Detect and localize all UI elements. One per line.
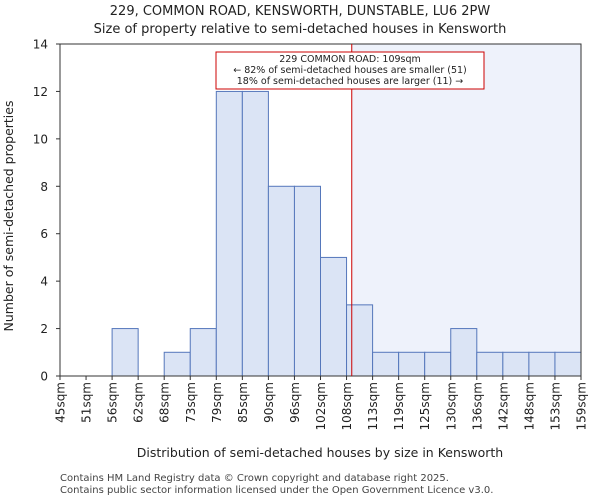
x-tick-label: 119sqm [392,382,406,430]
x-tick-label: 142sqm [496,382,510,430]
bar [189,328,217,377]
x-tick-label: 136sqm [470,382,484,430]
x-tick-label: 96sqm [288,382,302,423]
bar [320,256,348,377]
x-tick-label: 79sqm [210,382,224,423]
x-tick-label: 56sqm [106,382,120,423]
annotation-box: 229 COMMON ROAD: 109sqm ← 82% of semi-de… [215,51,485,90]
y-ticks-layer: 0 2 4 6 8 10 12 14 [33,38,60,384]
bar [215,90,243,377]
footer-line-1: Contains HM Land Registry data © Crown c… [60,473,449,484]
chart-title: 229, COMMON ROAD, KENSWORTH, DUNSTABLE, … [110,4,491,19]
annotation-border [215,51,485,90]
bar [346,304,374,377]
x-tick-label: 113sqm [366,382,380,430]
y-tick-label: 0 [40,370,48,384]
bar [528,351,556,377]
x-tick-label: 148sqm [522,382,536,430]
x-axis-label: Distribution of semi-detached houses by … [137,445,503,460]
bar [372,351,400,377]
y-tick-label: 14 [33,38,48,52]
y-tick-label: 8 [40,180,48,194]
bar [398,351,426,377]
bar [293,185,322,377]
x-tick-label: 108sqm [340,382,354,430]
bar [502,351,530,377]
bar [450,328,478,377]
bar [476,351,504,377]
bar [241,90,269,377]
x-tick-label: 45sqm [54,382,68,423]
bar [267,185,295,377]
y-axis-label: Number of semi-detached properties [1,101,16,332]
highlight-region-layer [351,44,581,376]
x-ticks-layer: 45sqm 51sqm 56sqm 62sqm 68sqm 73sqm 79sqm 85sqm… [54,376,589,430]
annotation-line-1: 229 COMMON ROAD: 109sqm [279,54,421,65]
x-tick-label: 68sqm [158,382,172,423]
chart-subtitle: Size of property relative to semi-detach… [94,22,507,37]
bar [554,351,582,377]
y-tick-label: 6 [40,227,48,241]
x-tick-label: 125sqm [418,382,432,430]
x-tick-label: 73sqm [184,382,198,423]
y-tick-label: 10 [33,132,48,146]
x-tick-label: 159sqm [575,382,589,430]
x-tick-label: 62sqm [132,382,146,423]
annotation-line-2: ← 82% of semi-detached houses are smalle… [233,65,467,76]
bar [163,351,191,377]
bar [424,351,452,377]
y-tick-label: 2 [40,322,48,336]
x-tick-label: 130sqm [444,382,458,430]
y-tick-label: 4 [40,275,48,289]
bars-layer [111,90,582,377]
larger-region-shade [351,44,581,376]
x-tick-label: 90sqm [262,382,276,423]
x-tick-label: 102sqm [314,382,328,430]
x-tick-label: 153sqm [548,382,562,430]
footer-line-2: Contains public sector information licen… [60,485,493,496]
bar [111,328,139,377]
y-tick-label: 12 [33,85,48,99]
x-tick-label: 85sqm [236,382,250,423]
x-tick-label: 51sqm [80,382,94,423]
annotation-line-3: 18% of semi-detached houses are larger (… [237,76,464,87]
